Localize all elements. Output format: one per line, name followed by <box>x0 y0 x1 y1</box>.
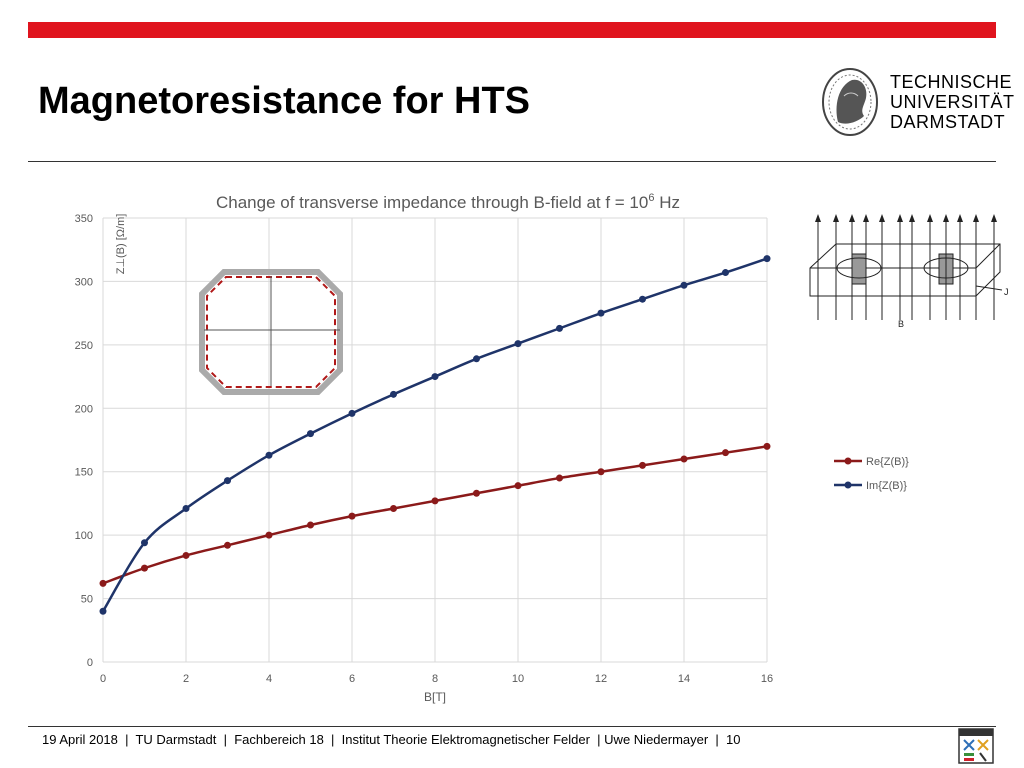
x-tick-label: 0 <box>100 673 106 685</box>
data-point <box>307 521 314 529</box>
data-point <box>431 373 439 381</box>
data-point <box>348 409 356 417</box>
data-point <box>556 324 563 332</box>
data-point <box>224 541 231 549</box>
data-point <box>390 390 397 398</box>
data-point <box>722 449 729 457</box>
y-tick-label: 150 <box>75 467 93 479</box>
y-tick-label: 100 <box>75 530 93 542</box>
slide-title: Magnetoresistance for HTS <box>38 80 530 122</box>
x-tick-label: 6 <box>349 673 355 685</box>
data-point <box>431 497 439 505</box>
data-point <box>639 295 646 303</box>
logo-line: UNIVERSITÄT <box>890 92 1015 112</box>
footer-divider <box>28 726 996 727</box>
x-tick-label: 16 <box>761 673 773 685</box>
arrow-head <box>897 214 903 222</box>
header-divider <box>28 161 996 162</box>
data-point <box>763 442 771 450</box>
arrow-head <box>943 214 949 222</box>
y-tick-label: 0 <box>87 657 93 669</box>
beam-pipe-cross-section <box>199 269 343 395</box>
arrow-head <box>927 214 933 222</box>
arrow-head <box>849 214 855 222</box>
y-tick-label: 300 <box>75 276 93 288</box>
accent-bar <box>28 22 996 38</box>
x-tick-label: 4 <box>266 673 272 685</box>
arrow-head <box>973 214 979 222</box>
y-axis-label: Z⊥(B) [Ω/m] <box>115 214 127 275</box>
data-point <box>597 309 605 317</box>
data-point <box>99 579 107 587</box>
arrow-head <box>833 214 839 222</box>
data-point <box>182 505 190 513</box>
y-tick-label: 200 <box>75 403 93 415</box>
chart-legend: Re{Z(B)} Im{Z(B)} <box>834 456 909 492</box>
logo-line: DARMSTADT <box>890 112 1006 132</box>
x-tick-label: 2 <box>183 673 189 685</box>
data-point <box>514 340 522 348</box>
data-point <box>307 430 314 438</box>
arrow-head <box>991 214 997 222</box>
data-point <box>597 468 605 476</box>
legend-label: Im{Z(B)} <box>866 480 907 492</box>
data-point <box>99 607 107 615</box>
data-point <box>514 482 522 490</box>
legend-marker <box>844 481 852 489</box>
athena-seal-icon <box>822 68 878 136</box>
arrow-head <box>879 214 885 222</box>
chart-title: Change of transverse impedance through B… <box>216 192 680 212</box>
data-point <box>390 505 397 513</box>
logo-line: TECHNISCHE <box>890 72 1013 92</box>
data-point <box>265 531 273 539</box>
temf-institute-icon <box>958 728 994 764</box>
data-point <box>182 551 190 559</box>
y-tick-label: 250 <box>75 340 93 352</box>
data-point <box>639 461 646 469</box>
arrow-head <box>909 214 915 222</box>
data-point <box>680 455 688 463</box>
series-re <box>99 442 771 587</box>
data-point <box>265 451 273 459</box>
logo-wordmark: TECHNISCHE UNIVERSITÄT DARMSTADT <box>890 72 1015 132</box>
current-density-label: J <box>1004 287 1009 297</box>
y-tick-label: 50 <box>81 594 93 606</box>
data-point <box>141 539 148 547</box>
arrow-head <box>863 214 869 222</box>
series-im <box>99 255 771 615</box>
data-point <box>763 255 771 263</box>
data-point <box>680 281 688 289</box>
x-axis-label: B[T] <box>424 690 446 704</box>
flux-vortex-diagram: J B <box>809 214 1009 329</box>
tu-darmstadt-logo: TECHNISCHE UNIVERSITÄT DARMSTADT <box>804 58 1014 148</box>
data-point <box>473 355 480 363</box>
b-field-label: B <box>898 319 904 329</box>
slide-footer: 19 April 2018 | TU Darmstadt | Fachberei… <box>42 732 741 747</box>
data-point <box>224 477 231 485</box>
chart-grid <box>102 217 768 663</box>
data-point <box>348 512 356 520</box>
y-tick-label: 350 <box>75 213 93 225</box>
arrow-head <box>957 214 963 222</box>
legend-label: Re{Z(B)} <box>866 456 909 468</box>
data-point <box>141 564 148 572</box>
x-tick-label: 8 <box>432 673 438 685</box>
x-tick-label: 10 <box>512 673 524 685</box>
data-point <box>473 489 480 497</box>
x-tick-label: 12 <box>595 673 607 685</box>
legend-marker <box>844 457 852 465</box>
x-tick-label: 14 <box>678 673 690 685</box>
data-point <box>556 474 563 482</box>
arrow-head <box>815 214 821 222</box>
data-point <box>722 269 729 277</box>
